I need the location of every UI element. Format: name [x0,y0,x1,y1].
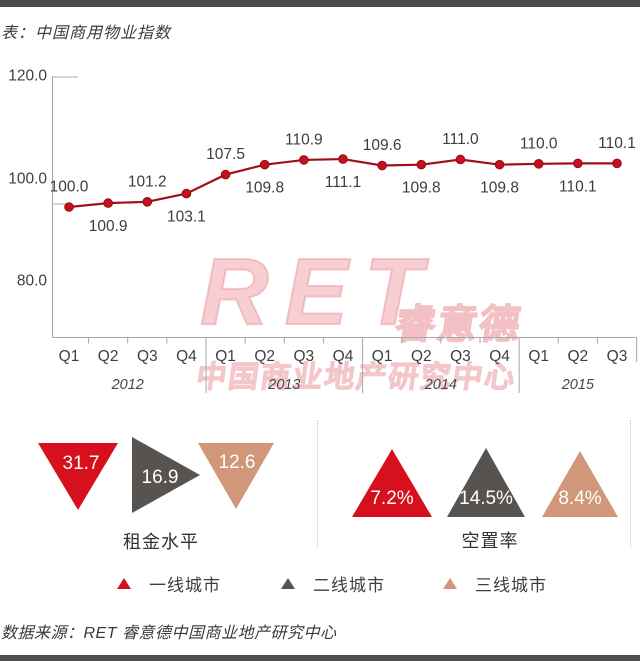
tier1-triangle-icon [117,577,131,589]
legend-item-tier3: 三线城市 [443,572,547,595]
data-point [142,197,153,207]
data-label: 110.0 [520,135,558,152]
rent-tier2-triangle-right [132,437,200,513]
data-label: 100.0 [50,179,89,196]
legend-item-tier2: 二线城市 [281,572,385,595]
panel-divider-right [630,420,631,548]
x-tick-label: Q3 [137,348,158,365]
data-label: 110.1 [559,178,597,195]
data-point [338,154,348,164]
data-label: 109.6 [363,137,402,154]
year-label: 2015 [561,377,595,393]
data-point [494,159,505,170]
data-point [377,160,387,171]
vacancy-tier2-triangle-up [447,448,525,517]
page-title: 表：中国商用物业指数 [1,25,172,42]
tier3-triangle-icon [443,577,457,589]
vacancy-tier1-triangle-up [352,449,432,517]
data-point [181,188,192,199]
legend-label: 一线城市 [149,575,221,595]
data-source-note: 数据来源：RET 睿意德中国商业地产研究中心 [1,625,337,642]
x-tick-label: Q1 [372,348,393,365]
data-point [533,159,544,169]
year-label: 2014 [424,377,457,393]
x-tick-label: Q4 [176,348,197,365]
data-label: 110.9 [285,131,323,148]
data-label: 101.2 [128,173,167,190]
legend-item-tier1: 一线城市 [117,572,221,595]
data-point [573,158,583,169]
vacancy-tier3-value: 8.4% [558,488,602,509]
year-label: 2013 [267,377,300,393]
data-point [259,159,270,170]
x-tick-label: Q3 [607,348,628,365]
data-point [455,154,466,165]
data-label: 111.0 [442,131,479,148]
data-point [220,169,231,180]
rent-panel-caption: 租金水平 [123,532,199,552]
data-point [299,155,309,165]
data-point [612,158,622,169]
x-tick-label: Q1 [215,348,236,365]
vacancy-tier1-value: 7.2% [370,488,414,509]
rent-tier2-value: 16.9 [141,467,179,488]
vacancy-tier2-value: 14.5% [459,488,513,509]
x-tick-label: Q2 [411,348,432,365]
x-tick-label: Q3 [294,348,315,365]
data-point [64,202,74,212]
tier2-triangle-icon [281,577,295,589]
data-point [103,198,113,208]
x-tick-label: Q2 [254,348,275,365]
vacancy-tier3-triangle-up [542,451,618,517]
data-point [416,159,427,170]
x-tick-label: Q2 [568,348,589,365]
rent-tier1-triangle-down [38,443,118,510]
rent-tier3-value: 12.6 [218,452,256,473]
top-frame-bar [0,0,640,7]
x-tick-label: Q4 [333,348,354,365]
vacancy-panel-caption: 空置率 [461,531,519,551]
year-label: 2012 [111,377,144,393]
data-label: 107.5 [206,146,245,163]
legend-label: 二线城市 [313,575,385,595]
legend-label: 三线城市 [475,575,547,595]
x-tick-label: Q2 [98,348,119,365]
y-tick-label: 120.0 [8,68,47,85]
data-label: 100.9 [89,218,128,235]
x-tick-label: Q1 [59,348,80,365]
data-label: 109.8 [480,180,519,197]
x-tick-label: Q4 [489,348,510,365]
x-tick-label: Q1 [528,348,549,365]
bottom-frame-bar [0,655,640,661]
panel-divider [317,420,318,548]
x-tick-label: Q3 [450,348,471,365]
data-label: 109.8 [245,180,284,197]
data-label: 109.8 [402,180,441,197]
rent-tier3-triangle-down [198,443,274,509]
data-label: 110.1 [598,135,636,152]
property-index-line-chart: 120.0 100.0 80.0 Q1 Q2 Q3 Q4 Q1 Q2 Q3 Q4 Q1 Q2 Q3 Q4 Q1… [8,68,638,393]
data-label: 103.1 [167,209,206,226]
y-tick-label: 80.0 [17,273,48,290]
data-label: 111.1 [325,174,362,191]
rent-tier1-value: 31.7 [62,453,100,474]
y-tick-label: 100.0 [8,171,47,188]
